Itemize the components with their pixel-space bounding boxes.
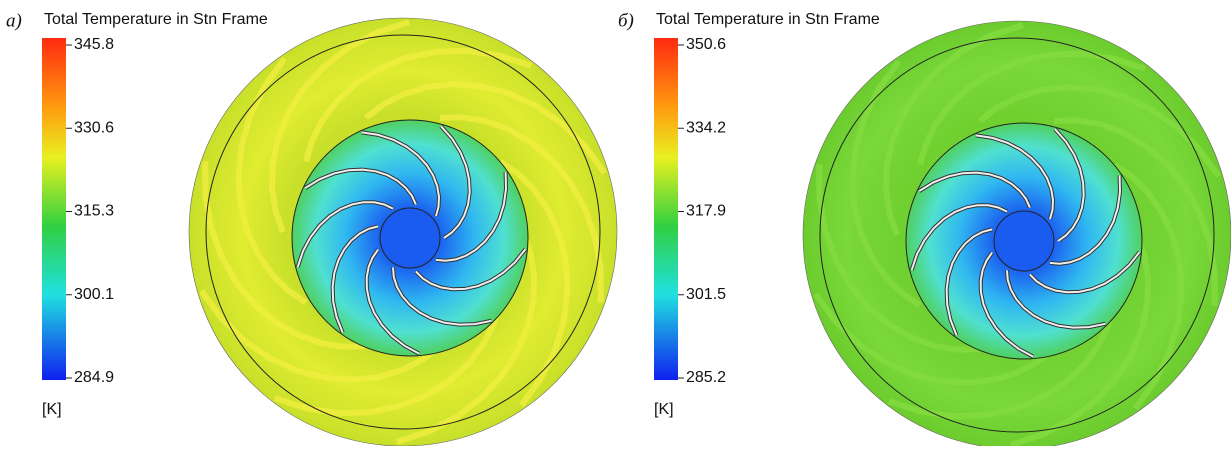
panel-label: а) [6,10,22,31]
wake [816,164,980,353]
wake [978,84,1221,178]
panel: б) Total Temperature in Stn Frame 350.6 334… [618,10,1231,450]
tick-label: 284.9 [74,369,114,386]
tick-label: 301.5 [686,286,726,303]
color-bar [654,38,678,380]
outer-ring [819,37,1215,433]
blade-face [1049,175,1122,265]
wake [364,81,607,175]
tick-label: 350.6 [686,36,726,53]
blade-face [435,172,508,262]
wake [498,159,571,408]
tick-label: 334.2 [686,119,726,136]
wake [813,292,1056,386]
wake [1112,162,1185,411]
outer-ring [205,34,601,430]
tick-label: 317.9 [686,203,726,220]
wake [202,161,366,350]
panel: а) Total Temperature in Stn Frame 345.8 330… [6,10,618,447]
panel-label: б) [618,10,634,31]
blade-face [1029,251,1141,294]
blade-face [1054,128,1085,242]
wake [395,230,538,445]
wake [440,114,604,303]
blade-face [296,201,394,268]
hub [993,210,1055,272]
unit-label: [K] [42,401,62,418]
wake [1054,117,1218,306]
blade-face [979,252,1034,358]
wake [917,50,1147,166]
wake [882,22,1025,237]
blade-face [975,134,1055,220]
hub [379,207,441,269]
blade-face [415,248,527,291]
wake [235,56,308,305]
wake [887,304,1117,420]
wake [199,289,442,383]
wake [273,301,503,417]
blade-face [361,131,441,217]
legend-title: Total Temperature in Stn Frame [656,11,880,28]
blade-face [1006,270,1106,329]
tick-label: 330.6 [74,119,114,136]
wake [268,19,411,234]
blade-face [918,171,1031,208]
blade-face [331,225,379,333]
tick-label: 300.1 [74,286,114,303]
wake [849,59,922,308]
panels: а) Total Temperature in Stn Frame 345.8 330… [6,10,1231,450]
wake [303,47,533,163]
blade-face [910,204,1008,271]
blade-face [440,125,471,239]
wake [1009,233,1152,448]
blade-face [365,249,420,355]
color-bar [42,38,66,380]
blade-face [945,228,993,336]
unit-label: [K] [654,401,674,418]
blade-face [304,168,417,205]
blade-face [392,267,492,326]
tick-label: 345.8 [74,36,114,53]
tick-label: 315.3 [74,203,114,220]
tick-label: 285.2 [686,369,726,386]
legend-title: Total Temperature in Stn Frame [44,11,268,28]
